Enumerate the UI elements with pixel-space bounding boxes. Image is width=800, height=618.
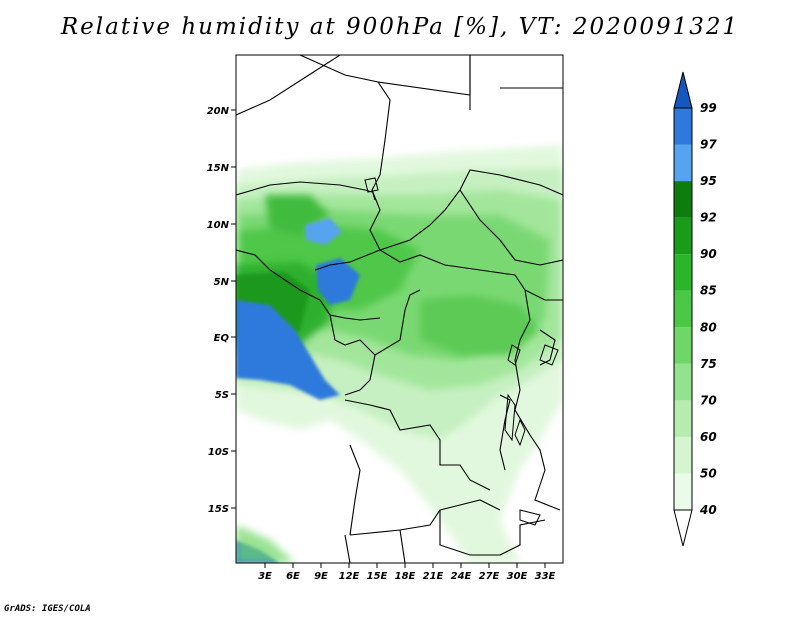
colorbar-segment xyxy=(674,327,692,364)
colorbar-label: 60 xyxy=(700,430,717,444)
lat-label: 5N xyxy=(214,277,230,288)
colorbar-label: 90 xyxy=(700,247,717,261)
colorbar-max-arrow xyxy=(673,71,693,109)
lakes xyxy=(364,177,559,526)
colorbar-outline xyxy=(673,107,693,511)
lon-label: 18E xyxy=(395,571,416,582)
lon-label: 15E xyxy=(367,571,388,582)
lon-label: 33E xyxy=(535,571,556,582)
lat-label: 5S xyxy=(215,390,229,401)
map-title: Relative humidity at 900hPa [%], VT: 202… xyxy=(60,14,740,40)
colorbar-label: 95 xyxy=(700,174,717,188)
colorbar-label: 92 xyxy=(700,211,717,225)
colorbar-segment xyxy=(674,108,692,145)
colorbar-segment xyxy=(674,400,692,437)
lat-label: 15S xyxy=(208,504,229,515)
lon-label: 12E xyxy=(339,571,360,582)
colorbar-segment xyxy=(674,181,692,218)
colorbar-segment xyxy=(674,436,692,474)
colorbar-label: 75 xyxy=(700,357,717,371)
lon-label: 6E xyxy=(286,571,300,582)
colorbar-label: 99 xyxy=(700,101,717,115)
humidity-field xyxy=(236,55,563,563)
lat-label: EQ xyxy=(214,333,230,344)
colorbar-segment xyxy=(674,363,692,401)
colorbar-label: 40 xyxy=(699,503,717,517)
colorbar-segment xyxy=(674,254,692,291)
lon-labels: 3E 6E 9E 12E 15E 18E 21E 24E 27E 30E 33E xyxy=(258,571,555,582)
colorbar-label: 70 xyxy=(700,393,717,407)
colorbar-label: 97 xyxy=(700,138,717,152)
colorbar-segment xyxy=(674,290,692,328)
lon-label: 3E xyxy=(258,571,272,582)
lat-label: 20N xyxy=(207,106,230,117)
grads-credit: GrADS: IGES/COLA xyxy=(4,604,91,614)
colorbar-segment xyxy=(674,217,692,255)
lon-label: 21E xyxy=(423,571,444,582)
lon-label: 27E xyxy=(479,571,500,582)
lat-labels: 20N 15N 10N 5N EQ 5S 10S 15S xyxy=(207,106,230,515)
lon-label: 9E xyxy=(314,571,328,582)
colorbar-label: 80 xyxy=(700,320,717,334)
lat-label: 10N xyxy=(207,220,230,231)
colorbar: 40 50 60 70 75 80 85 90 92 95 97 99 xyxy=(673,71,717,547)
lat-label: 15N xyxy=(207,163,230,174)
lon-label: 30E xyxy=(507,571,528,582)
lon-axis xyxy=(264,563,546,568)
country-borders xyxy=(236,55,563,563)
colorbar-min-arrow xyxy=(673,509,693,547)
map-frame xyxy=(235,54,564,564)
lat-axis xyxy=(231,109,236,509)
lat-label: 10S xyxy=(208,447,229,458)
colorbar-label: 50 xyxy=(700,466,717,480)
colorbar-segment xyxy=(674,144,692,182)
colorbar-segment xyxy=(674,473,692,510)
colorbar-label: 85 xyxy=(700,284,717,298)
lon-label: 24E xyxy=(451,571,472,582)
